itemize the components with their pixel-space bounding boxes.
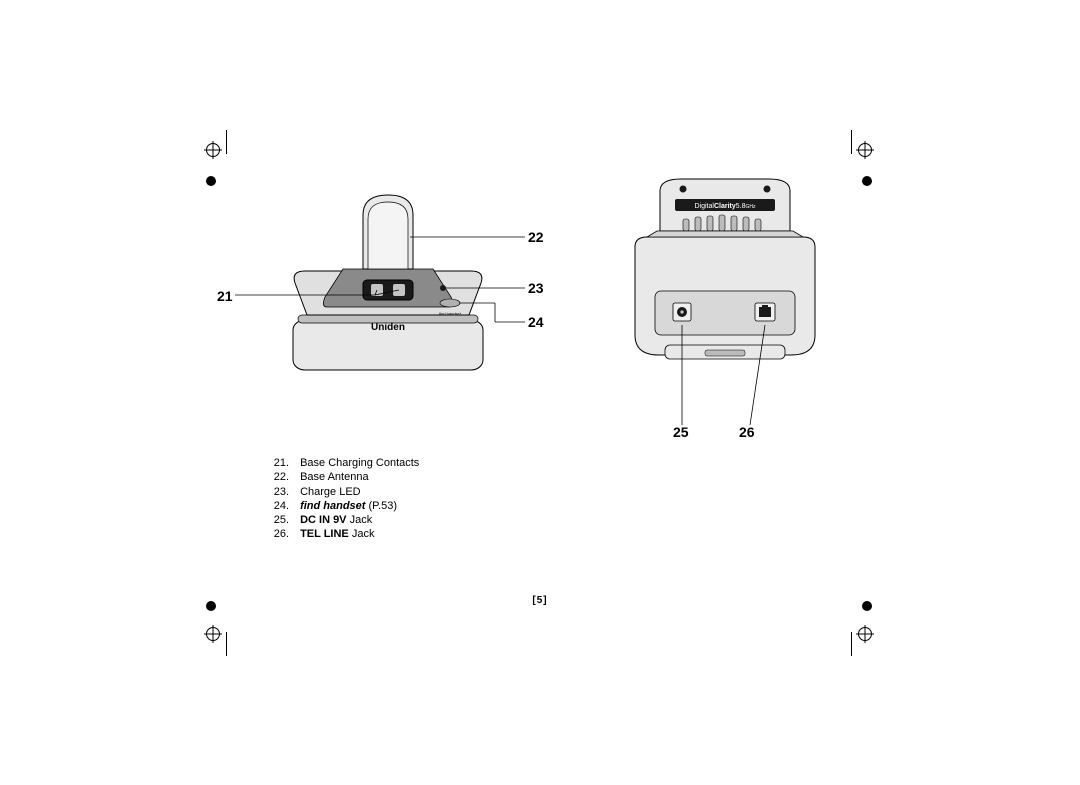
legend-text: Base Charging Contacts (300, 457, 419, 469)
legend-item-26: 26. TEL LINE Jack (265, 527, 419, 541)
page-number: [5] (210, 595, 870, 606)
find-handset-label: find handset (439, 311, 462, 316)
legend-num: 26. (265, 527, 289, 541)
legend-text: find handset (P.53) (300, 500, 397, 512)
svg-text:DigitalClarity5.8GHz: DigitalClarity5.8GHz (695, 203, 756, 210)
callout-24: 24 (528, 314, 544, 330)
base-front-diagram: Uniden find handset (235, 175, 535, 425)
legend-list: 21. Base Charging Contacts 22. Base Ante… (265, 456, 419, 542)
legend-num: 21. (265, 456, 289, 470)
legend-item-23: 23. Charge LED (265, 485, 419, 499)
callout-23: 23 (528, 280, 544, 296)
legend-item-21: 21. Base Charging Contacts (265, 456, 419, 470)
legend-item-22: 22. Base Antenna (265, 470, 419, 484)
callout-21: 21 (217, 288, 233, 304)
legend-item-25: 25. DC IN 9V Jack (265, 513, 419, 527)
crop-mark-bottom-left-tick (226, 632, 227, 656)
callout-26: 26 (739, 424, 755, 440)
legend-text: DC IN 9V Jack (300, 514, 372, 526)
legend-num: 25. (265, 513, 289, 527)
callout-25: 25 (673, 424, 689, 440)
legend-text: Base Antenna (300, 471, 369, 483)
manual-page: Uniden find handset Di (210, 140, 870, 630)
legend-item-24: 24. find handset (P.53) (265, 499, 419, 513)
callout-22: 22 (528, 229, 544, 245)
base-rear-diagram: DigitalClarity5.8GHz (605, 175, 845, 455)
brand-label: Uniden (371, 322, 405, 333)
crop-mark-bottom-right-tick (851, 632, 852, 656)
legend-num: 24. (265, 499, 289, 513)
diagram-area: Uniden find handset Di (245, 165, 845, 435)
legend-text: TEL LINE Jack (300, 528, 374, 540)
legend-num: 22. (265, 470, 289, 484)
legend-num: 23. (265, 485, 289, 499)
legend-text: Charge LED (300, 486, 361, 498)
